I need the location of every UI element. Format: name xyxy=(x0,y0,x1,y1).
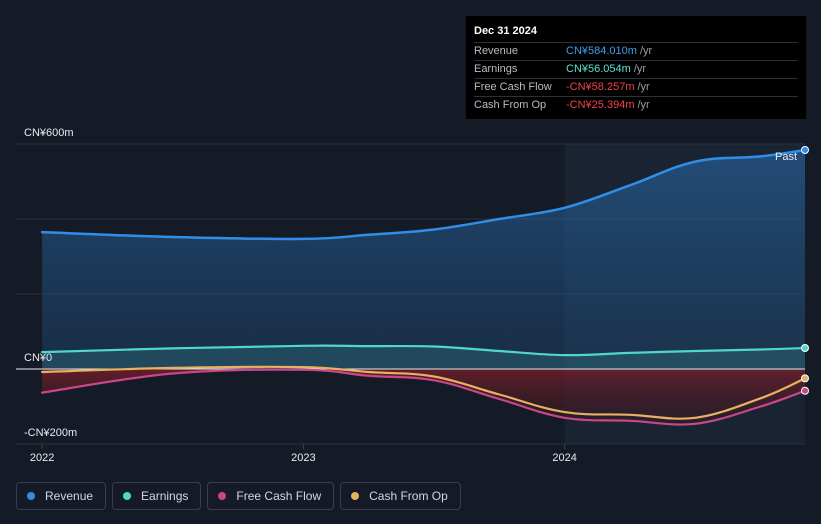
x-tick-label: 2024 xyxy=(552,452,576,464)
x-tick-label: 2023 xyxy=(291,452,315,464)
legend-dot-icon xyxy=(123,492,132,500)
legend-item-cash-from-op[interactable]: Cash From Op xyxy=(340,482,461,510)
legend-dot-icon xyxy=(27,492,35,500)
legend-dot-icon xyxy=(351,492,360,500)
tooltip-label: Revenue xyxy=(474,45,519,57)
earnings-line xyxy=(41,344,807,357)
legend: Revenue Earnings Free Cash Flow Cash Fro… xyxy=(16,482,461,512)
legend-label: Revenue xyxy=(45,489,94,503)
cash-from-op-end-marker xyxy=(801,374,809,383)
y-tick-label: CN¥0 xyxy=(24,352,52,364)
tooltip-row-cash-from-op: Cash From Op -CN¥25.394m /yr xyxy=(474,96,798,114)
revenue-line xyxy=(40,148,807,241)
tooltip-unit: /yr xyxy=(637,99,650,111)
cash-from-op-line xyxy=(41,365,807,420)
tooltip-row-revenue: Revenue CN¥584.010m /yr xyxy=(474,42,798,60)
tooltip-label: Cash From Op xyxy=(474,99,547,111)
earnings-end-marker xyxy=(801,344,809,352)
free-cash-flow-line xyxy=(41,368,807,426)
tooltip-label: Earnings xyxy=(474,63,518,75)
past-label: Past xyxy=(775,151,797,163)
tooltip-value: CN¥584.010m xyxy=(566,45,637,57)
tooltip-unit: /yr xyxy=(637,81,650,93)
series-end-markers xyxy=(801,146,809,395)
legend-item-revenue[interactable]: Revenue xyxy=(16,482,107,510)
legend-label: Cash From Op xyxy=(369,489,448,503)
legend-item-earnings[interactable]: Earnings xyxy=(112,482,202,510)
tooltip-row-free-cash-flow: Free Cash Flow -CN¥58.257m /yr xyxy=(474,78,798,96)
tooltip-value: CN¥56.054m xyxy=(566,63,631,75)
free-cash-flow-end-marker xyxy=(801,386,809,395)
earnings-area xyxy=(42,345,806,369)
x-tick-label: 2022 xyxy=(30,452,54,464)
series-areas xyxy=(42,150,806,425)
tooltip-date: Dec 31 2024 xyxy=(474,25,537,37)
legend-label: Earnings xyxy=(141,489,189,503)
legend-label: Free Cash Flow xyxy=(236,489,322,503)
tooltip-value: -CN¥25.394m xyxy=(566,99,635,111)
y-tick-label: -CN¥200m xyxy=(24,427,77,439)
tooltip-value: -CN¥58.257m xyxy=(566,81,635,93)
free-cash-flow-area xyxy=(42,369,806,425)
x-axis-labels: 2022 2023 2024 xyxy=(30,444,577,464)
legend-item-free-cash-flow[interactable]: Free Cash Flow xyxy=(207,482,335,510)
tooltip: Dec 31 2024 Revenue CN¥584.010m /yr Earn… xyxy=(466,16,806,119)
tooltip-row-earnings: Earnings CN¥56.054m /yr xyxy=(474,60,798,78)
tooltip-label: Free Cash Flow xyxy=(474,81,552,93)
tooltip-unit: /yr xyxy=(639,45,653,57)
y-tick-label: CN¥600m xyxy=(24,127,74,139)
series-lines xyxy=(40,148,807,426)
revenue-area xyxy=(42,150,806,369)
revenue-end-marker xyxy=(801,146,809,154)
legend-dot-icon xyxy=(218,492,227,500)
y-axis-labels: CN¥600m CN¥0 -CN¥200m xyxy=(24,127,77,439)
tooltip-unit: /yr xyxy=(633,63,647,75)
